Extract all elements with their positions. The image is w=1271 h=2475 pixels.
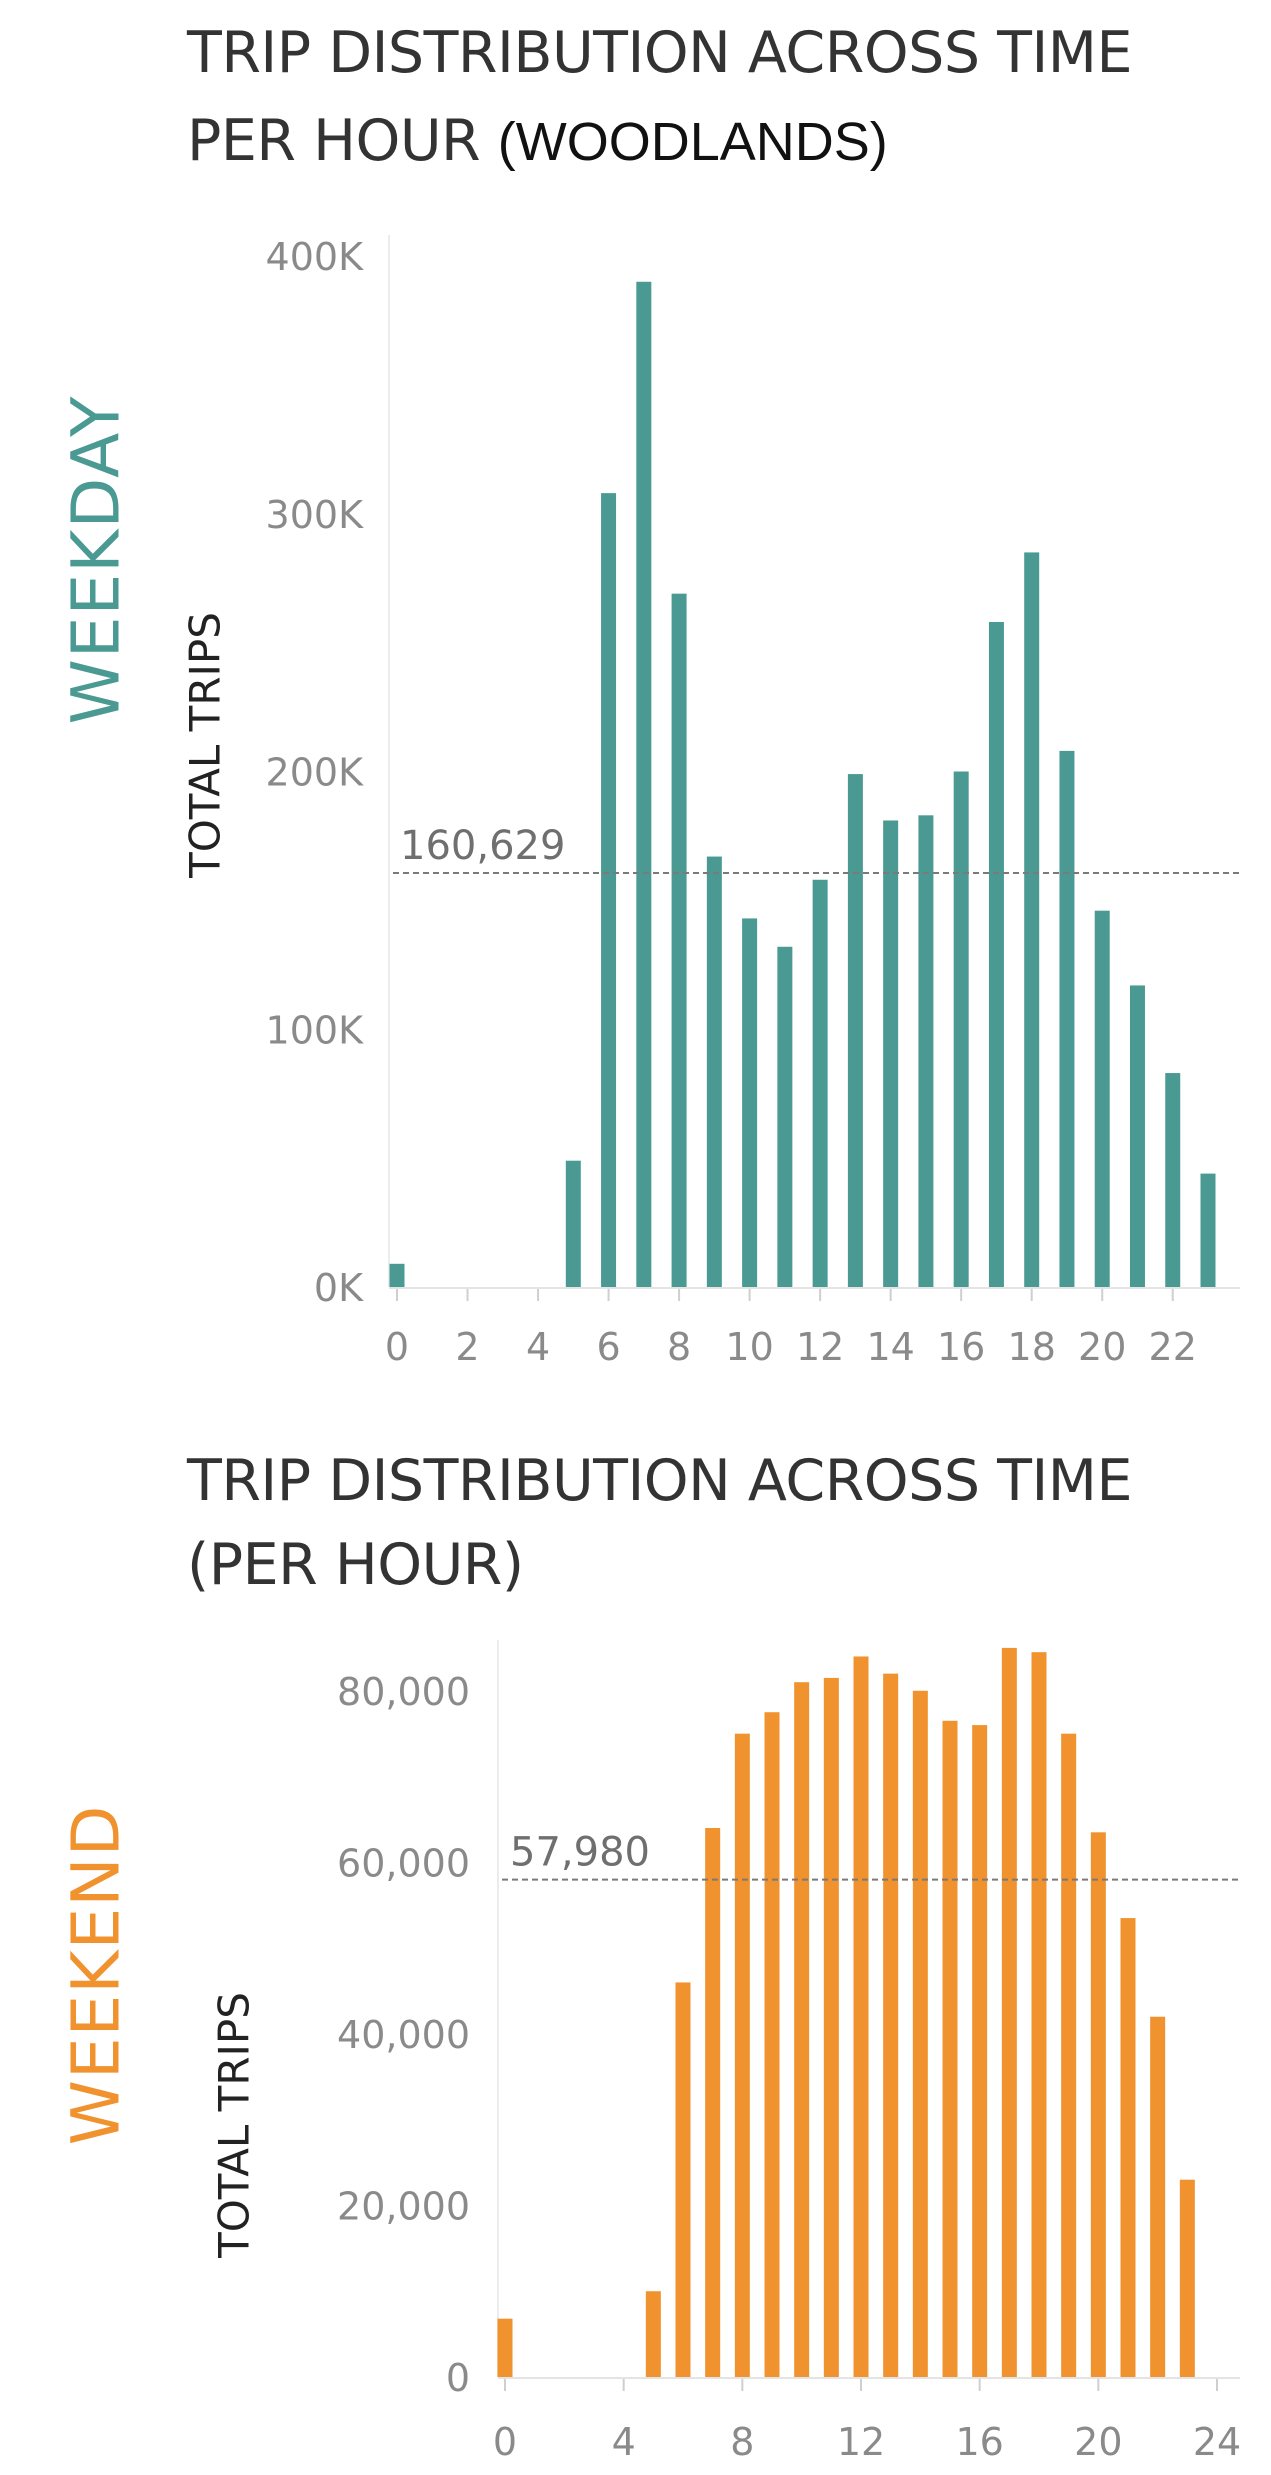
weekend-bar — [675, 1982, 691, 2377]
weekday-x-tick-label: 6 — [596, 1325, 620, 1369]
weekend-x-tick-label: 0 — [493, 2420, 517, 2464]
weekday-bar — [988, 622, 1004, 1287]
weekday-average-label: 160,629 — [400, 823, 565, 869]
weekend-bar — [1150, 2016, 1166, 2377]
weekend-y-tick-label: 60,000 — [337, 1841, 470, 1885]
weekend-x-tick-label: 20 — [1074, 2420, 1122, 2464]
weekend-bar — [1001, 1647, 1017, 2377]
weekend-y-tick-label: 0 — [446, 2356, 470, 2400]
weekend-y-tick-label: 20,000 — [337, 2184, 470, 2228]
weekend-bar — [1120, 1918, 1136, 2377]
weekend-bar — [705, 1828, 721, 2377]
weekday-bar — [1094, 910, 1110, 1287]
weekday-bar — [953, 771, 969, 1287]
weekend-bar — [794, 1682, 810, 2377]
weekend-bar — [912, 1690, 928, 2377]
weekend-x-tick-label: 16 — [955, 2420, 1003, 2464]
weekend-bar — [823, 1677, 839, 2377]
weekday-bar — [777, 946, 793, 1287]
weekend-bar — [942, 1720, 958, 2377]
weekend-bar — [734, 1733, 750, 2377]
weekend-chart-title: TRIP DISTRIBUTION ACROSS TIME — [187, 1448, 1132, 1514]
weekday-bar — [742, 918, 758, 1287]
weekend-bar — [1179, 2179, 1195, 2377]
weekend-average-label: 57,980 — [510, 1830, 650, 1876]
weekday-y-tick-label: 100K — [266, 1008, 365, 1052]
weekday-x-tick-label: 20 — [1078, 1325, 1126, 1369]
weekday-bar — [1129, 985, 1145, 1287]
weekday-bar — [601, 493, 617, 1287]
weekday-bar — [636, 281, 652, 1287]
weekday-chart-title-line2: PER HOUR (WOODLANDS) — [187, 108, 888, 174]
weekday-x-tick-label: 12 — [796, 1325, 844, 1369]
weekday-bar — [1165, 1073, 1181, 1287]
weekend-x-tick-label: 24 — [1193, 2420, 1241, 2464]
weekday-x-tick-label: 22 — [1149, 1325, 1197, 1369]
weekday-bar — [389, 1263, 405, 1287]
weekday-bar — [706, 856, 722, 1287]
weekday-x-tick-label: 2 — [455, 1325, 479, 1369]
weekday-chart-title: TRIP DISTRIBUTION ACROSS TIME — [187, 20, 1132, 86]
weekend-bar — [1090, 1832, 1106, 2377]
weekend-bar — [853, 1656, 869, 2377]
weekday-title-suffix: (WOODLANDS) — [497, 112, 888, 172]
weekend-bar — [972, 1725, 988, 2377]
weekend-y-tick-label: 40,000 — [337, 2013, 470, 2057]
weekday-bar — [1024, 552, 1040, 1287]
weekday-y-tick-label: 400K — [266, 235, 365, 279]
weekend-bar — [645, 2291, 661, 2377]
weekday-x-tick-label: 10 — [725, 1325, 773, 1369]
weekday-bar — [565, 1160, 581, 1287]
weekend-bar — [497, 2318, 513, 2377]
weekday-y-tick-label: 300K — [266, 493, 365, 537]
weekend-x-tick-label: 4 — [612, 2420, 636, 2464]
weekend-bar — [764, 1712, 780, 2377]
weekday-bar — [918, 815, 934, 1287]
weekend-x-tick-label: 12 — [837, 2420, 885, 2464]
weekend-chart-title-line2: (PER HOUR) — [187, 1532, 524, 1598]
weekday-bar — [847, 774, 863, 1287]
weekend-bar — [883, 1673, 899, 2377]
weekend-title-line2: (PER HOUR) — [187, 1532, 524, 1598]
weekday-bar — [1059, 750, 1075, 1287]
weekend-title-main: TRIP DISTRIBUTION ACROSS TIME — [187, 1448, 1132, 1514]
weekday-x-tick-label: 0 — [385, 1325, 409, 1369]
weekday-x-tick-label: 14 — [866, 1325, 914, 1369]
weekend-bar — [1061, 1733, 1077, 2377]
weekday-bar — [1200, 1173, 1216, 1287]
weekday-x-tick-label: 8 — [667, 1325, 691, 1369]
weekday-y-tick-label: 200K — [266, 751, 365, 795]
weekday-x-tick-label: 16 — [937, 1325, 985, 1369]
weekend-y-tick-label: 80,000 — [337, 1670, 470, 1714]
weekend-bar — [1031, 1652, 1047, 2377]
weekday-bar — [883, 820, 899, 1287]
weekday-title-line2: PER HOUR — [187, 108, 481, 174]
weekday-bar-chart: 0K 100K 200K 300K 400K 0 2 4 6 8 10 12 14 16 18 20 22 160… — [266, 235, 1240, 1369]
weekday-x-tick-label: 18 — [1008, 1325, 1056, 1369]
weekday-x-tick-label: 4 — [526, 1325, 550, 1369]
weekend-x-tick-label: 8 — [730, 2420, 754, 2464]
weekday-bar — [671, 593, 687, 1287]
weekday-y-tick-label: 0K — [314, 1266, 364, 1310]
weekday-bar — [812, 879, 828, 1287]
weekday-title-main: TRIP DISTRIBUTION ACROSS TIME — [187, 20, 1132, 86]
